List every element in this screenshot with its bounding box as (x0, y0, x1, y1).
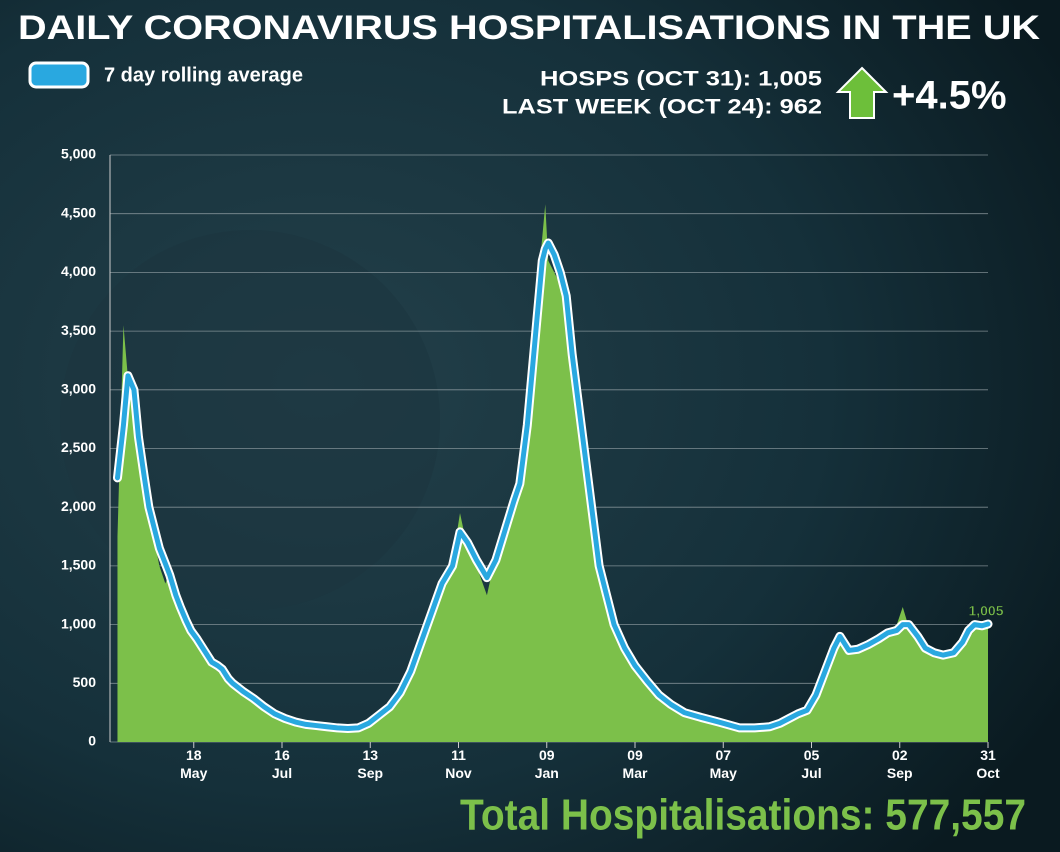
y-tick-label: 3,000 (61, 381, 96, 397)
x-tick-label: 09 Jan (535, 747, 559, 781)
up-arrow (835, 66, 889, 119)
x-tick-label: 13 Sep (357, 747, 383, 781)
stat-current: HOSPS (OCT 31): 1,005 (540, 68, 822, 91)
x-tick-label: 07 May (710, 747, 737, 781)
x-tick-label: 16 Jul (272, 747, 292, 781)
y-tick-label: 2,500 (61, 439, 96, 455)
chart-title: DAILY CORONAVIRUS HOSPITALISATIONS IN TH… (18, 9, 1041, 47)
y-tick-label: 500 (73, 674, 97, 690)
y-tick-label: 3,500 (61, 322, 96, 338)
virus-decor (60, 230, 440, 610)
average-line (114, 240, 991, 731)
stat-last-week: LAST WEEK (OCT 24): 962 (502, 96, 822, 119)
y-tick-label: 0 (88, 733, 96, 749)
y-tick-label: 2,000 (61, 498, 96, 514)
x-tick-label: 09 Mar (623, 747, 648, 781)
x-tick-label: 18 May (180, 747, 207, 781)
x-tick-label: 02 Sep (887, 747, 913, 781)
legend-label: 7 day rolling average (104, 64, 303, 86)
x-tick-label: 31 Oct (976, 747, 1000, 781)
x-tick-label: 11 Nov (445, 747, 472, 781)
annotation: 1,005 (968, 603, 1003, 619)
legend-swatch (28, 61, 90, 89)
y-tick-label: 5,000 (61, 146, 96, 162)
stat-change: +4.5% (892, 74, 1007, 118)
footer-total: Total Hospitalisations: 577,557 (460, 791, 1026, 840)
y-tick-label: 1,500 (61, 557, 96, 573)
daily-area (117, 204, 989, 743)
x-tick-label: 05 Jul (801, 747, 821, 781)
y-tick-label: 1,000 (61, 615, 96, 631)
y-tick-label: 4,000 (61, 263, 96, 279)
y-tick-label: 4,500 (61, 204, 96, 220)
